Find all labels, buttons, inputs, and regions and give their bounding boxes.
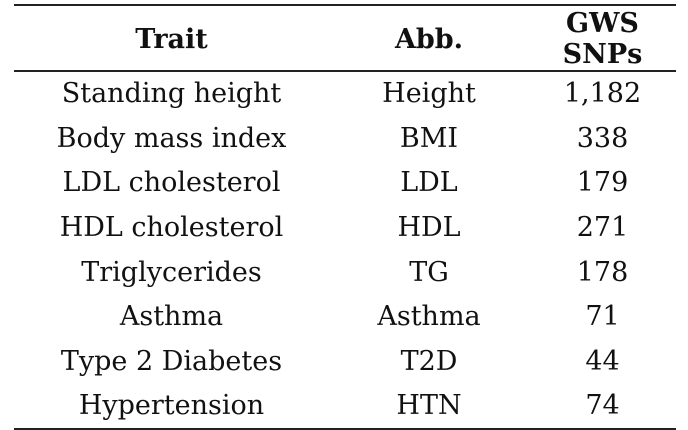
header-trait: Trait <box>14 4 329 72</box>
cell-abbreviation: BMI <box>399 122 459 154</box>
table-row: Body mass index BMI 338 <box>14 116 676 161</box>
trait-table: Trait Abb. GWS SNPs Standing height Heig… <box>14 4 676 430</box>
table-row: Asthma Asthma 71 <box>14 294 676 339</box>
cell-abbreviation: T2D <box>400 345 458 377</box>
cell-gws-snps: 178 <box>576 256 629 288</box>
cell-abbreviation: Height <box>382 78 476 110</box>
table-row: Standing height Height 1,182 <box>14 71 676 116</box>
cell-gws-snps: 1,182 <box>563 78 642 110</box>
table-row: Triglycerides TG 178 <box>14 250 676 295</box>
cell-trait: Type 2 Diabetes <box>60 345 283 377</box>
table-row: Type 2 Diabetes T2D 44 <box>14 339 676 384</box>
cell-trait: Body mass index <box>56 122 287 154</box>
cell-trait: LDL cholesterol <box>62 167 281 199</box>
cell-abbreviation: Asthma <box>377 301 481 333</box>
table-header: Trait Abb. GWS SNPs <box>14 4 676 72</box>
cell-gws-snps: 271 <box>576 211 629 243</box>
cell-abbreviation: HDL <box>397 211 461 243</box>
header-gws-snps: GWS SNPs <box>529 4 676 72</box>
table-row: HDL cholesterol HDL 271 <box>14 205 676 250</box>
cell-trait: HDL cholesterol <box>59 211 284 243</box>
table-body: Standing height Height 1,182 Body mass i… <box>14 71 676 430</box>
trait-table-container: Trait Abb. GWS SNPs Standing height Heig… <box>14 4 676 430</box>
cell-abbreviation: LDL <box>400 167 458 199</box>
cell-trait: Asthma <box>119 301 224 333</box>
header-abbreviation: Abb. <box>329 4 529 72</box>
cell-gws-snps: 338 <box>576 122 629 154</box>
cell-trait: Triglycerides <box>81 256 262 288</box>
cell-gws-snps: 179 <box>576 167 629 199</box>
cell-abbreviation: TG <box>409 256 449 288</box>
cell-trait: Standing height <box>61 78 282 110</box>
cell-gws-snps: 44 <box>585 345 620 377</box>
header-row: Trait Abb. GWS SNPs <box>14 4 676 72</box>
cell-gws-snps: 71 <box>585 301 620 333</box>
table-row: LDL cholesterol LDL 179 <box>14 160 676 205</box>
